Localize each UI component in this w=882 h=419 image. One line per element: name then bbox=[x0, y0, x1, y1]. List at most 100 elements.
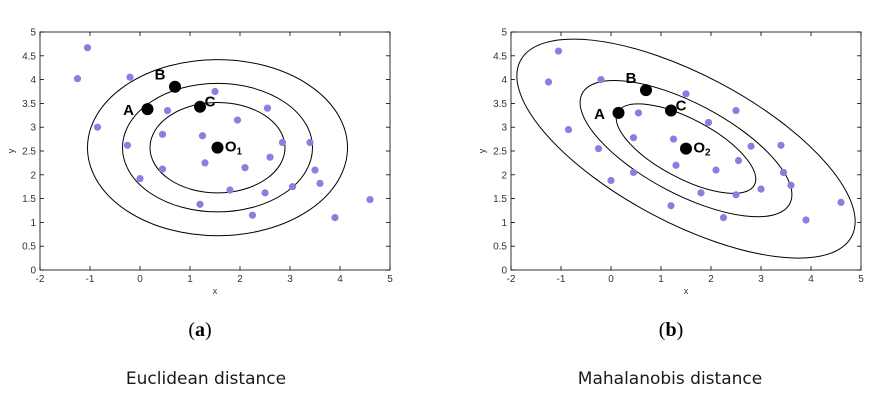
y-tick-label: 0 bbox=[501, 266, 507, 277]
scatter-point bbox=[201, 159, 209, 167]
contour-group bbox=[516, 38, 856, 259]
scatter-point bbox=[544, 78, 553, 86]
scatter-point bbox=[564, 125, 573, 134]
distance-contour bbox=[87, 59, 348, 237]
point-label-b: B bbox=[626, 70, 637, 87]
y-tick-label: 5 bbox=[501, 28, 507, 39]
scatter-point bbox=[757, 185, 765, 193]
y-tick-label: 1 bbox=[501, 218, 507, 229]
scatter-point bbox=[248, 211, 257, 219]
scatter-point bbox=[779, 168, 788, 177]
scatter-point bbox=[597, 76, 605, 84]
scatter-point bbox=[697, 189, 705, 197]
x-tick-label: 2 bbox=[708, 274, 714, 285]
y-tick-label: 2 bbox=[30, 170, 36, 181]
marked-point-o bbox=[680, 142, 692, 155]
x-tick-label: 4 bbox=[337, 274, 343, 285]
point-label-b: B bbox=[155, 67, 166, 84]
marked-point-a bbox=[612, 106, 625, 119]
point-label-o: O1 bbox=[225, 139, 243, 158]
y-tick-label: 1.5 bbox=[493, 194, 507, 205]
scatter-point bbox=[158, 165, 167, 173]
scatter-point bbox=[83, 44, 92, 52]
scatter-point bbox=[233, 116, 242, 124]
x-tick-label: 0 bbox=[137, 274, 143, 285]
scatter-point bbox=[607, 176, 615, 185]
y-tick-label: 3 bbox=[501, 123, 507, 134]
panel-label-a: (a) bbox=[188, 319, 211, 341]
scatter-point bbox=[331, 214, 339, 222]
y-tick-label: 4 bbox=[501, 75, 507, 86]
y-tick-label: 4.5 bbox=[493, 51, 507, 62]
point-label-c: C bbox=[676, 98, 687, 115]
scatter-point bbox=[554, 47, 563, 55]
plot-area-b: -2 -1 0 1 2 3 4 5 0 0.5 1 1.5 2 2.5 3 3.5 4 4.5 5 x y A B C O2 bbox=[477, 28, 864, 297]
marked-point-c bbox=[665, 104, 677, 117]
scatter-point bbox=[712, 166, 720, 174]
scatter-point bbox=[126, 73, 134, 81]
scatter-point bbox=[734, 156, 743, 165]
x-tick-label: 2 bbox=[237, 274, 243, 285]
scatter-point bbox=[719, 214, 728, 222]
distance-contour bbox=[579, 80, 793, 218]
contour-group bbox=[87, 59, 348, 237]
scatter-point bbox=[682, 90, 690, 98]
plot-area-a: -2 -1 0 1 2 3 4 5 0 0.5 1 1.5 2 2.5 3 3.5 4 4.5 5 x y A B C O1 bbox=[6, 28, 393, 297]
point-label-c: C bbox=[205, 94, 216, 111]
y-tick-label: 0.5 bbox=[22, 242, 36, 253]
scatter-point bbox=[672, 161, 680, 169]
x-tick-label: 5 bbox=[387, 274, 393, 285]
scatter-point bbox=[211, 87, 219, 96]
y-tick-label: 4 bbox=[30, 75, 36, 86]
scatter-point bbox=[241, 164, 249, 172]
y-tick-label: 0.5 bbox=[493, 242, 507, 253]
x-tick-label: -1 bbox=[86, 274, 95, 285]
scatter-point bbox=[288, 183, 297, 191]
x-tick-label: 0 bbox=[608, 274, 614, 285]
scatter-point bbox=[306, 138, 314, 147]
caption-mahalanobis: Mahalanobis distance bbox=[578, 369, 762, 389]
scatter-point bbox=[278, 138, 287, 147]
point-label-o: O2 bbox=[693, 140, 711, 159]
x-tick-label: -2 bbox=[36, 274, 45, 285]
scatter-point bbox=[163, 106, 172, 115]
y-tick-label: 2.5 bbox=[22, 147, 36, 158]
scatter-point bbox=[311, 166, 319, 174]
scatter-point bbox=[366, 195, 374, 204]
scatter-point bbox=[667, 202, 675, 210]
x-axis-label: x bbox=[684, 286, 689, 296]
scatter-point bbox=[263, 104, 272, 112]
scatter-point bbox=[704, 118, 713, 127]
scatter-point bbox=[93, 123, 102, 131]
scatter-point bbox=[777, 141, 785, 149]
y-tick-label: 2 bbox=[501, 170, 507, 181]
y-tick-label: 4.5 bbox=[22, 51, 36, 62]
marked-point-b bbox=[640, 84, 652, 97]
scatter-point bbox=[261, 189, 269, 197]
y-tick-label: 1.5 bbox=[22, 194, 36, 205]
y-tick-label: 5 bbox=[30, 28, 36, 39]
x-tick-label: 1 bbox=[658, 274, 664, 285]
x-tick-label: 5 bbox=[858, 274, 864, 285]
distance-contour bbox=[149, 101, 286, 194]
scatter-point bbox=[136, 175, 144, 183]
marked-point-b bbox=[169, 80, 181, 93]
scatter-point bbox=[732, 106, 740, 115]
panel-label-b: (b) bbox=[659, 319, 683, 341]
y-tick-label: 2.5 bbox=[493, 147, 507, 158]
panel-b: -2 -1 0 1 2 3 4 5 0 0.5 1 1.5 2 2.5 3 3.5 4 4.5 5 x y A B C O2 (… bbox=[477, 28, 864, 390]
point-label-a: A bbox=[123, 102, 134, 119]
panel-a: -2 -1 0 1 2 3 4 5 0 0.5 1 1.5 2 2.5 3 3.5 4 4.5 5 x y A B C O1 (… bbox=[6, 28, 393, 390]
y-axis-label: y bbox=[477, 148, 487, 153]
scatter-point bbox=[837, 198, 845, 207]
scatter-point bbox=[226, 186, 234, 194]
x-tick-label: -2 bbox=[507, 274, 516, 285]
scatter-point bbox=[669, 135, 678, 143]
x-tick-label: -1 bbox=[557, 274, 566, 285]
scatter-point bbox=[158, 130, 167, 138]
marked-point-a bbox=[141, 103, 154, 116]
y-axis-label: y bbox=[6, 148, 16, 153]
scatter-point bbox=[266, 153, 274, 161]
y-tick-label: 3 bbox=[30, 123, 36, 134]
